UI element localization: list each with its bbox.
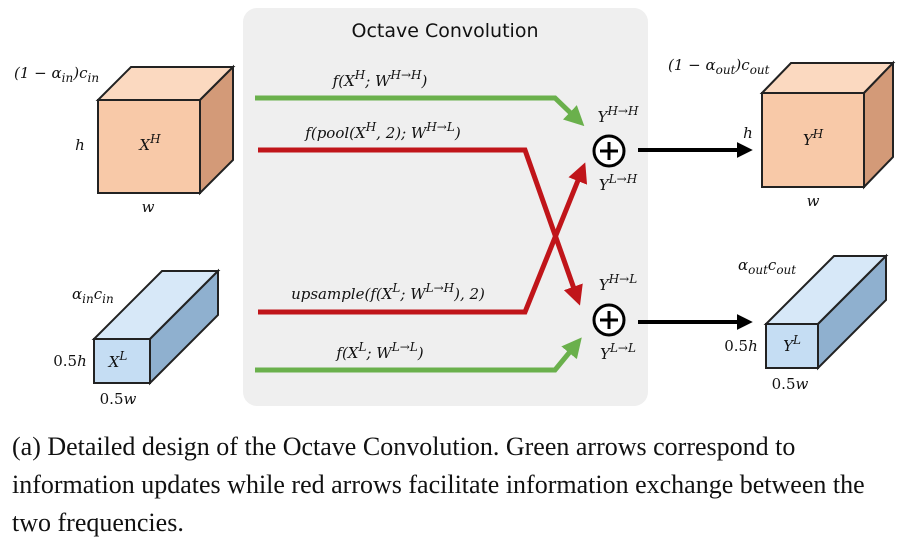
output-low-width: 0.5w bbox=[772, 375, 809, 393]
output-high-height: h bbox=[743, 124, 753, 142]
arrow-high-to-high bbox=[255, 95, 585, 127]
input-low-width: 0.5w bbox=[100, 390, 137, 408]
sum-node-high bbox=[592, 134, 626, 168]
output-high-width: w bbox=[807, 192, 820, 210]
output-high-channels: (1 − αout)cout bbox=[668, 56, 770, 77]
panel-title: Octave Convolution bbox=[352, 20, 539, 42]
input-high-width: w bbox=[142, 198, 155, 216]
input-high-channels: (1 − αin)cin bbox=[14, 64, 99, 85]
input-high-height: h bbox=[75, 136, 85, 154]
input-high-cube bbox=[95, 64, 236, 196]
output-high-cube bbox=[759, 60, 896, 190]
arrow-high-to-low bbox=[258, 147, 583, 306]
label-low-to-high: upsample(f(XL; WL→H), 2) bbox=[291, 281, 485, 303]
arrow-low-to-high bbox=[258, 162, 588, 315]
input-low-cuboid bbox=[91, 268, 221, 386]
octave-convolution-diagram: Octave Convolution (1 − αin)cin XH h w α… bbox=[14, 8, 896, 408]
arrow-low-to-low bbox=[255, 337, 582, 373]
figure-caption: (a) Detailed design of the Octave Convol… bbox=[12, 432, 865, 537]
octave-conv-panel bbox=[243, 8, 648, 406]
input-low-height: 0.5h bbox=[53, 352, 87, 370]
output-low-channels: αoutcout bbox=[738, 256, 796, 277]
sum-node-low bbox=[592, 303, 626, 337]
output-low-height: 0.5h bbox=[724, 337, 758, 355]
input-low-channels: αincin bbox=[72, 285, 114, 306]
label-high-to-low: f(pool(XH, 2); WH→L) bbox=[304, 120, 461, 142]
output-low-cuboid bbox=[763, 253, 889, 371]
